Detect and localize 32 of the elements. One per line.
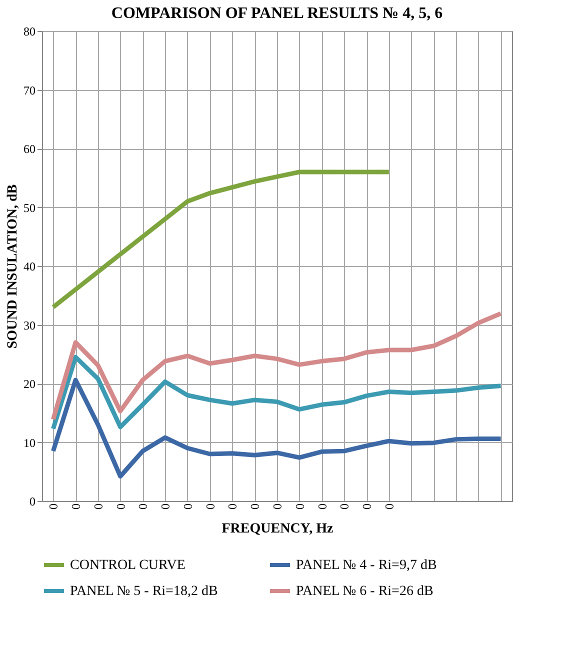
x-tick-label: 0 xyxy=(248,504,262,510)
x-axis-title: FREQUENCY, Hz xyxy=(222,522,334,536)
y-tick-label: 30 xyxy=(24,318,36,332)
x-tick-label: 0 xyxy=(114,504,128,510)
x-tick-label: 0 xyxy=(315,504,330,510)
x-tick-label: 0 xyxy=(292,504,307,510)
x-tick-label: 0 xyxy=(270,504,284,510)
y-tick-label: 60 xyxy=(24,142,36,156)
x-tick-label: 0 xyxy=(180,504,195,510)
y-tick-label: 80 xyxy=(24,24,36,38)
x-tick-label: 0 xyxy=(158,504,173,510)
y-tick-label: 50 xyxy=(24,200,36,215)
y-axis-title: SOUND INSULATION, dB xyxy=(6,184,20,349)
chart-title: COMPARISON OF PANEL RESULTS № 4, 5, 6 xyxy=(111,5,443,22)
x-tick-label: 0 xyxy=(338,504,352,510)
y-tick-label: 10 xyxy=(24,436,36,450)
y-tick-label: 40 xyxy=(24,260,36,274)
y-tick-label: 20 xyxy=(24,377,36,391)
x-tick-label: 0 xyxy=(91,504,106,510)
x-tick-label: 0 xyxy=(226,504,240,510)
x-tick-label: 0 xyxy=(203,504,218,510)
legend-label: PANEL № 4 - Ri=9,7 dB xyxy=(296,558,437,573)
y-tick-label: 70 xyxy=(24,83,36,98)
legend-label: CONTROL CURVE xyxy=(70,558,186,573)
x-tick-label: 0 xyxy=(69,504,84,510)
x-tick-label: 0 xyxy=(360,504,374,510)
x-tick-label: 0 xyxy=(382,504,396,510)
x-tick-label: 0 xyxy=(136,504,150,510)
legend-label: PANEL № 6 - Ri=26 dB xyxy=(296,584,434,599)
legend-label: PANEL № 5 - Ri=18,2 dB xyxy=(70,584,218,599)
line-series xyxy=(50,311,504,422)
x-tick-label: 0 xyxy=(46,504,61,510)
